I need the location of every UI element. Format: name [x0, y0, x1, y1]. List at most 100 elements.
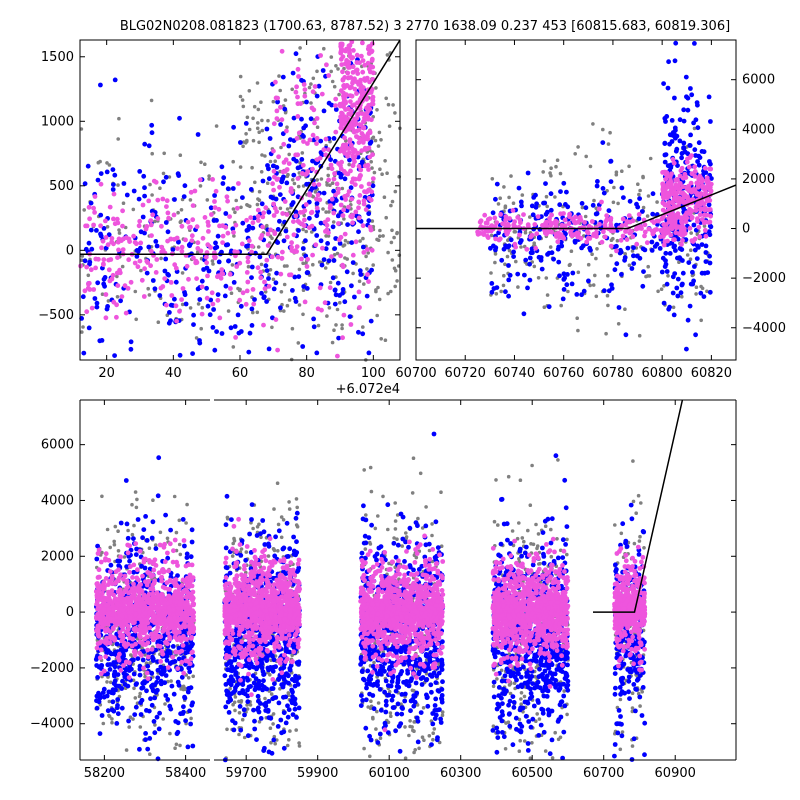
data-point: [268, 194, 274, 200]
data-point: [322, 219, 328, 225]
data-point: [614, 172, 619, 177]
data-point: [199, 160, 203, 165]
data-point: [340, 323, 344, 327]
data-point: [334, 181, 340, 187]
data-point: [542, 305, 547, 310]
data-point: [575, 316, 579, 321]
data-point: [644, 274, 648, 279]
data-point: [219, 164, 225, 170]
data-point: [133, 704, 139, 710]
data-point: [240, 98, 245, 102]
data-point: [120, 247, 126, 253]
data-point: [309, 82, 313, 86]
data-point: [106, 232, 112, 238]
data-point: [138, 582, 144, 587]
data-point: [346, 240, 351, 245]
data-point: [532, 222, 538, 227]
data-point: [338, 253, 343, 259]
data-point: [606, 208, 612, 214]
data-point: [301, 227, 305, 232]
data-point: [493, 236, 498, 242]
data-point: [361, 119, 366, 125]
data-point: [274, 108, 280, 114]
data-point: [156, 320, 161, 325]
data-point: [154, 714, 160, 720]
data-point: [278, 122, 283, 127]
data-point: [293, 152, 299, 158]
data-point: [323, 266, 328, 270]
data-point: [393, 189, 398, 194]
data-point: [154, 257, 160, 262]
data-point: [112, 77, 118, 83]
data-point: [179, 248, 185, 254]
data-point: [94, 228, 99, 233]
data-point: [365, 272, 370, 277]
data-point: [366, 218, 372, 224]
data-point: [107, 713, 111, 718]
data-point: [82, 288, 88, 294]
data-point: [143, 226, 149, 232]
data-point: [255, 310, 260, 315]
data-point: [93, 265, 98, 271]
y-tick-label: 4000: [742, 122, 775, 137]
data-point: [301, 139, 306, 144]
data-point: [176, 210, 180, 215]
data-point: [153, 179, 159, 185]
data-point: [88, 200, 94, 206]
data-point: [247, 127, 252, 132]
data-point: [506, 263, 511, 268]
data-point: [172, 494, 177, 499]
data-point: [91, 222, 96, 228]
data-point: [166, 272, 172, 278]
data-point: [265, 231, 271, 237]
data-point: [340, 335, 345, 341]
data-point: [225, 242, 231, 248]
data-point: [555, 239, 561, 245]
data-point: [143, 628, 149, 633]
data-point: [277, 192, 283, 198]
data-point: [646, 226, 652, 232]
data-point: [304, 229, 309, 234]
data-point: [514, 259, 518, 264]
data-point: [556, 244, 562, 250]
x-tick-label: 60740: [494, 366, 535, 381]
data-point: [187, 708, 193, 714]
data-point: [165, 550, 170, 556]
data-point: [159, 592, 164, 598]
data-point: [672, 237, 677, 243]
data-point: [266, 166, 271, 172]
data-point: [174, 318, 180, 324]
data-point: [260, 128, 265, 133]
data-point: [706, 220, 712, 225]
data-point: [249, 323, 255, 328]
data-point: [199, 311, 205, 317]
data-point: [281, 160, 287, 165]
data-point: [272, 231, 278, 237]
data-point: [619, 272, 624, 277]
data-point: [284, 128, 289, 134]
data-point: [173, 279, 179, 285]
data-point: [110, 167, 116, 173]
data-point: [259, 262, 264, 267]
data-point: [484, 220, 490, 226]
data-point: [291, 156, 297, 162]
data-point: [704, 175, 710, 181]
data-point: [395, 231, 399, 236]
data-point: [139, 653, 144, 658]
data-point: [601, 229, 606, 235]
data-point: [482, 212, 488, 218]
data-point: [370, 41, 375, 47]
data-point: [314, 157, 320, 163]
data-point: [146, 708, 152, 714]
data-point: [212, 254, 217, 259]
data-point: [350, 260, 356, 265]
data-point: [315, 306, 321, 312]
data-point: [112, 669, 118, 675]
data-point: [97, 574, 102, 580]
data-point: [121, 181, 127, 186]
data-point: [678, 290, 684, 296]
data-point: [231, 159, 235, 164]
data-point: [187, 669, 193, 675]
data-point: [133, 289, 138, 294]
data-point: [315, 69, 319, 74]
